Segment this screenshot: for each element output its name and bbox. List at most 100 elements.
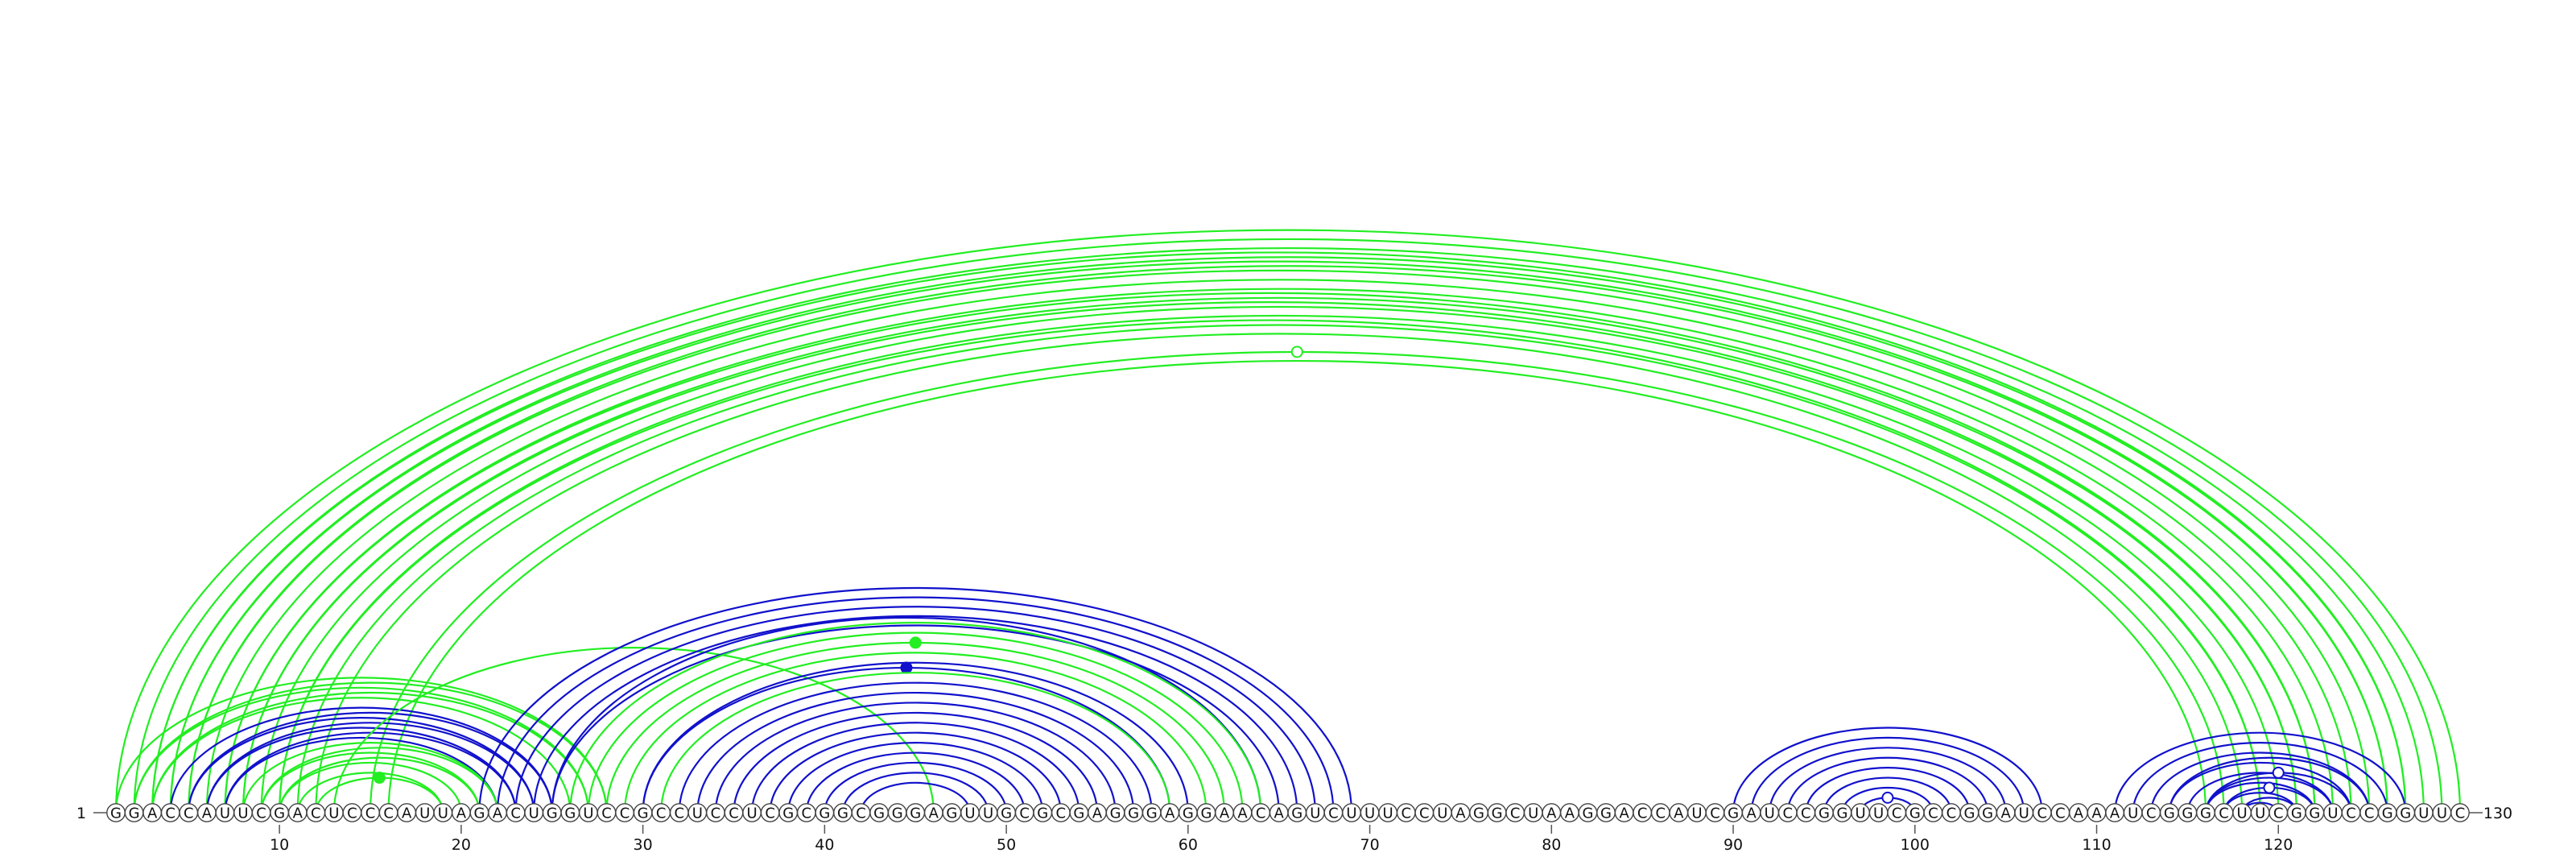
nucleotide-34: C — [706, 803, 725, 822]
nucleotide-72: C — [1396, 803, 1416, 822]
tick-label-70: 70 — [1360, 836, 1379, 854]
nucleotide-8: U — [233, 803, 253, 822]
nucleotide-30: G — [633, 803, 653, 822]
nucleotide-letter: C — [510, 805, 521, 822]
nucleotide-126: G — [2377, 803, 2397, 822]
nucleotide-letter: C — [2364, 805, 2375, 822]
base-pair-arc-36-54 — [750, 722, 1080, 814]
nucleotide-56: G — [1105, 803, 1125, 822]
nucleotide-letter: G — [1837, 805, 1848, 822]
nucleotide-5: C — [179, 803, 199, 822]
nucleotide-118: U — [2232, 803, 2252, 822]
nucleotide-110: A — [2087, 803, 2107, 822]
nucleotide-letter: G — [1473, 805, 1484, 822]
nucleotide-120: C — [2268, 803, 2289, 822]
nucleotide-100: G — [1905, 803, 1925, 822]
arc-marker-30-59 — [900, 661, 913, 674]
nucleotide-2: G — [124, 803, 144, 822]
nucleotide-74: U — [1432, 803, 1452, 822]
nucleotide-124: C — [2341, 803, 2361, 822]
arcs-layer — [114, 229, 2462, 814]
nucleotide-111: A — [2105, 803, 2125, 822]
arc-marker-28-62 — [909, 636, 922, 649]
nucleotide-letter: C — [856, 805, 866, 822]
nucleotide-35: C — [724, 803, 744, 822]
base-pair-arc-41-49 — [841, 772, 989, 814]
base-pair-arc-34-56 — [714, 702, 1117, 814]
nucleotide-45: G — [906, 803, 926, 822]
base-pair-arc-10-21 — [279, 756, 481, 814]
nucleotide-80: A — [1542, 803, 1562, 822]
nucleotide-48: U — [960, 803, 980, 822]
nucleotide-letter: C — [1056, 805, 1067, 822]
nucleotide-89: C — [1705, 803, 1725, 822]
tick-label-100: 100 — [1901, 836, 1930, 854]
nucleotide-98: U — [1868, 803, 1889, 822]
nucleotide-letter: G — [1110, 805, 1121, 822]
nucleotide-letter: U — [1346, 805, 1356, 822]
nucleotide-23: C — [506, 803, 526, 822]
arc-marker-117-122 — [2263, 781, 2276, 794]
nucleotide-109: A — [2069, 803, 2088, 822]
nucleotide-letter: C — [620, 805, 630, 822]
nucleotide-letter: G — [547, 805, 558, 822]
tick-label-90: 90 — [1724, 836, 1743, 854]
nucleotide-6: A — [196, 803, 217, 822]
nucleotide-64: C — [1251, 803, 1271, 822]
nucleotide-52: G — [1033, 803, 1053, 822]
nucleotide-letter: G — [1073, 805, 1084, 822]
base-pair-arc-6-124 — [205, 278, 2352, 814]
nucleotide-69: U — [1342, 803, 1361, 822]
nucleotide-letter: U — [2418, 805, 2429, 822]
tick-label-30: 30 — [634, 836, 653, 854]
nucleotide-38: G — [778, 803, 799, 822]
nucleotide-99: C — [1887, 803, 1907, 822]
nucleotide-117: C — [2214, 803, 2234, 822]
nucleotide-letter: U — [746, 805, 757, 822]
nucleotide-letter: A — [456, 805, 467, 822]
nucleotide-letter: U — [529, 805, 539, 822]
nucleotide-97: U — [1851, 803, 1870, 822]
nucleotide-60: G — [1178, 803, 1198, 822]
base-pair-arc-37-53 — [769, 731, 1062, 814]
nucleotide-86: C — [1650, 803, 1670, 822]
nucleotide-letter: G — [1728, 805, 1739, 822]
nucleotide-letter: C — [347, 805, 357, 822]
nucleotide-letter: C — [1328, 805, 1339, 822]
nucleotide-letter: C — [674, 805, 684, 822]
nucleotide-letter: C — [1892, 805, 1902, 822]
nucleotide-letter: G — [1492, 805, 1503, 822]
base-pair-arc-30-60 — [642, 662, 1189, 814]
base-pair-arc-2-27 — [133, 686, 590, 814]
nucleotide-29: C — [615, 803, 634, 822]
nucleotide-letter: A — [293, 805, 303, 822]
nucleotide-letter: G — [274, 805, 285, 822]
nucleotide-letter: C — [2455, 805, 2466, 822]
nucleotide-letter: A — [2000, 805, 2011, 822]
nucleotide-122: G — [2305, 803, 2325, 822]
nucleotide-22: A — [488, 803, 507, 822]
nucleotide-letter: C — [1946, 805, 1957, 822]
nucleotide-16: C — [378, 803, 398, 822]
nucleotide-31: C — [651, 803, 671, 822]
nucleotide-letter: A — [1674, 805, 1684, 822]
nucleotide-44: G — [887, 803, 907, 822]
base-pair-arc-26-64 — [569, 622, 1262, 814]
arc-marker-97-100 — [1881, 791, 1894, 804]
base-pair-arc-90-107 — [1732, 727, 2043, 814]
nucleotide-letter: G — [1600, 805, 1612, 822]
base-pair-arc-24-66 — [533, 615, 1298, 814]
nucleotide-106: U — [2014, 803, 2034, 822]
base-pair-arc-8-121 — [242, 301, 2297, 814]
nucleotide-letter: U — [1437, 805, 1447, 822]
nucleotide-letter: U — [983, 805, 993, 822]
nucleotide-112: U — [2123, 803, 2143, 822]
nucleotide-63: A — [1232, 803, 1253, 822]
base-pair-arc-31-59 — [660, 672, 1171, 814]
nucleotide-letter: A — [2091, 805, 2102, 822]
nucleotide-letter: U — [1873, 805, 1884, 822]
nucleotide-letter: A — [1220, 805, 1230, 822]
sequence-start-label: 1 — [76, 805, 86, 822]
nucleotide-32: C — [669, 803, 689, 822]
nucleotide-letter: C — [311, 805, 321, 822]
